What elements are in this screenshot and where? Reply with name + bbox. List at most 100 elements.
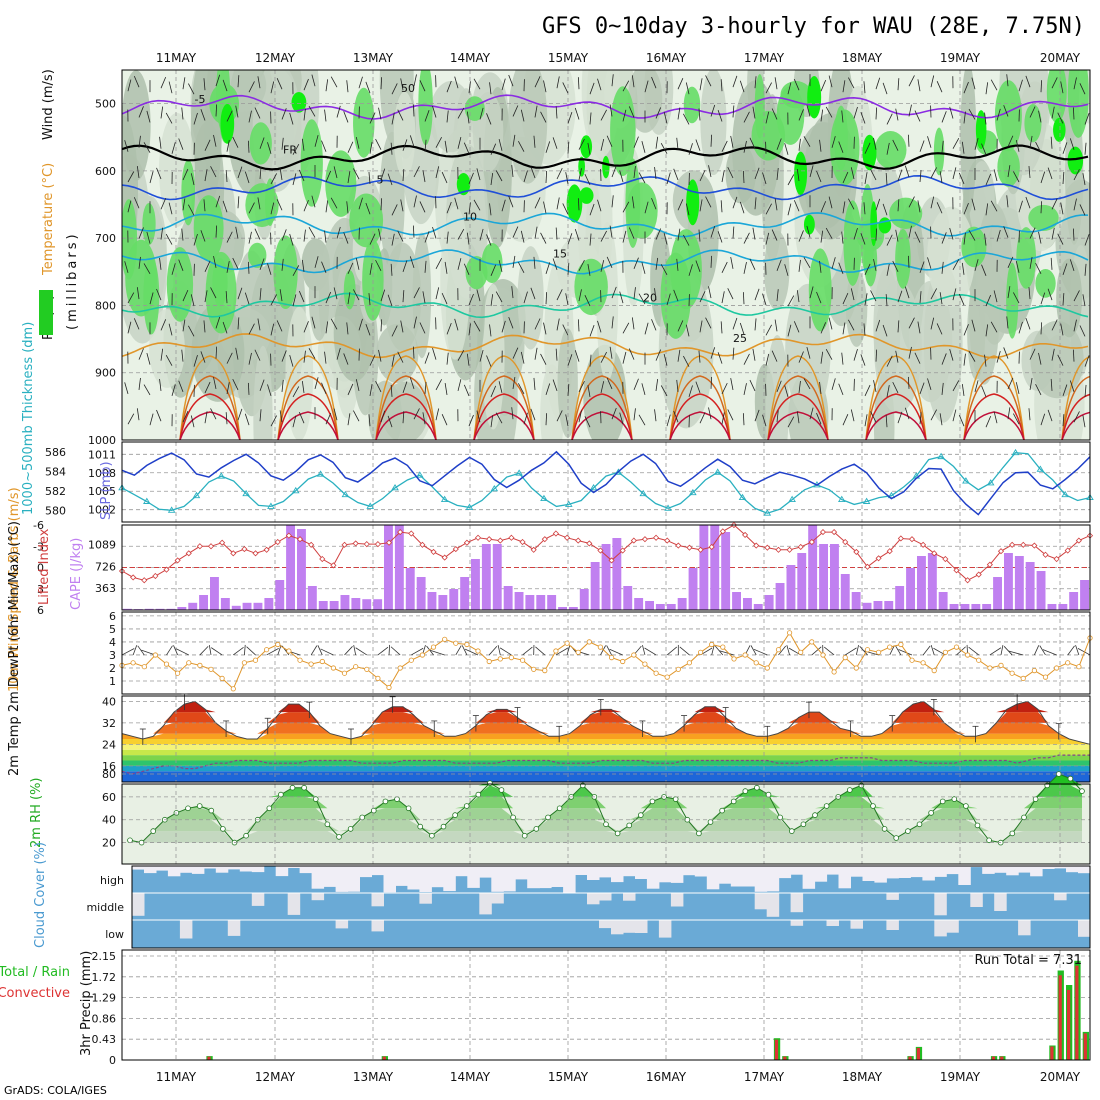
wind-barb	[292, 144, 300, 155]
wind-barb	[578, 410, 582, 423]
wind-barb	[705, 317, 712, 329]
wind-barb	[897, 320, 900, 333]
wind-barb	[611, 407, 617, 420]
wind-barb	[160, 106, 164, 119]
wind-barb	[365, 81, 371, 94]
cape-bar	[655, 604, 665, 610]
warm-contour	[865, 355, 927, 440]
wind-barb	[188, 325, 195, 337]
wind-barb	[1006, 316, 1009, 329]
surface-wind-barb	[1075, 645, 1080, 656]
rh-point	[150, 828, 157, 834]
cape-bar	[166, 608, 176, 610]
wind-barb	[655, 228, 662, 240]
wind-barb	[838, 141, 844, 153]
cape-bar	[786, 565, 796, 610]
cloud-high-cell	[850, 866, 863, 877]
warm-contour	[963, 375, 1025, 440]
slp-tick: 1005	[88, 485, 116, 498]
wind-barb	[1073, 198, 1077, 211]
thickness-point	[341, 490, 350, 498]
wind-barb	[644, 201, 649, 214]
wind-barb	[1051, 319, 1058, 331]
wind-barb	[1073, 169, 1080, 181]
cape-bar	[264, 598, 274, 610]
thickness-point	[267, 502, 275, 509]
wind-speed-point	[820, 652, 826, 658]
wind-barb	[721, 291, 725, 304]
wind-barb	[882, 203, 888, 216]
wind-speed-point	[1042, 674, 1049, 680]
wind-barb	[825, 227, 833, 239]
temperature-band	[122, 701, 1090, 713]
thickness-point	[862, 497, 871, 504]
cape-bar	[329, 601, 339, 610]
wind-barb	[717, 231, 723, 243]
cape-bar	[177, 607, 187, 610]
wind-barb	[774, 198, 778, 211]
wind-barb	[739, 322, 745, 335]
date-label: 12MAY	[255, 1070, 296, 1084]
wind-barb	[860, 233, 866, 245]
wind-barb	[308, 348, 316, 359]
wind-barb	[631, 75, 635, 88]
cloud-high-cell	[191, 866, 205, 874]
wind-barb	[886, 385, 890, 397]
wind-barb	[534, 318, 541, 330]
thickness-point	[713, 468, 722, 475]
cape-bar	[634, 598, 644, 610]
rh-shade	[393, 91, 416, 178]
cape-bar	[862, 602, 872, 610]
date-label: 13MAY	[353, 51, 394, 65]
wind-barb	[200, 351, 206, 363]
wind-barb	[146, 231, 151, 244]
precip-tick: 1.72	[92, 971, 117, 984]
wind-barb	[365, 323, 371, 336]
rh-moist-shade	[205, 251, 237, 334]
wind-barb	[963, 81, 969, 94]
wind-barb	[1047, 288, 1053, 301]
wind-barb	[409, 135, 415, 147]
wind-barb	[466, 232, 470, 245]
wind-barb	[787, 416, 795, 428]
wind-barb	[971, 319, 976, 332]
wind-barb	[136, 166, 140, 179]
wind-barb	[424, 381, 427, 394]
lifted-index-point	[719, 528, 726, 535]
wind-barb	[589, 354, 592, 367]
warm-contour	[1061, 375, 1090, 440]
rh-moist-shade	[961, 226, 987, 268]
wind-barb	[1028, 408, 1031, 421]
warm-contour	[277, 355, 339, 440]
rh-moist-shade	[166, 247, 194, 322]
wind-barb	[468, 172, 474, 185]
wind-barb	[864, 414, 868, 427]
cloud-high-cell	[203, 866, 217, 869]
wind-barb	[368, 172, 371, 185]
temp-tick: 24	[102, 738, 116, 751]
wind-barb	[512, 376, 516, 389]
rh-tick: 60	[102, 791, 116, 804]
wind-speed-point	[842, 654, 848, 661]
wind-barb	[244, 171, 250, 184]
rh-saturated-shade	[566, 184, 583, 223]
rh-point	[382, 798, 389, 805]
wind-barb	[1047, 409, 1053, 422]
wind-barb	[699, 199, 703, 212]
lifted-index-point	[308, 541, 315, 548]
cape-bar	[286, 525, 295, 610]
date-label: 20MAY	[1040, 1070, 1081, 1084]
wind-barb	[358, 318, 363, 331]
wind-barb	[495, 412, 503, 424]
wind-barb	[641, 141, 646, 153]
wind-barb	[237, 196, 240, 209]
wind-barb	[742, 413, 745, 426]
wind-barb	[984, 233, 987, 246]
wind-barb	[787, 324, 792, 337]
cloud-high-cell	[970, 866, 983, 868]
cloud-middle-cell	[934, 893, 947, 916]
wind-barb	[193, 355, 198, 367]
wind-barb	[543, 201, 547, 214]
wind-barb	[968, 108, 976, 120]
